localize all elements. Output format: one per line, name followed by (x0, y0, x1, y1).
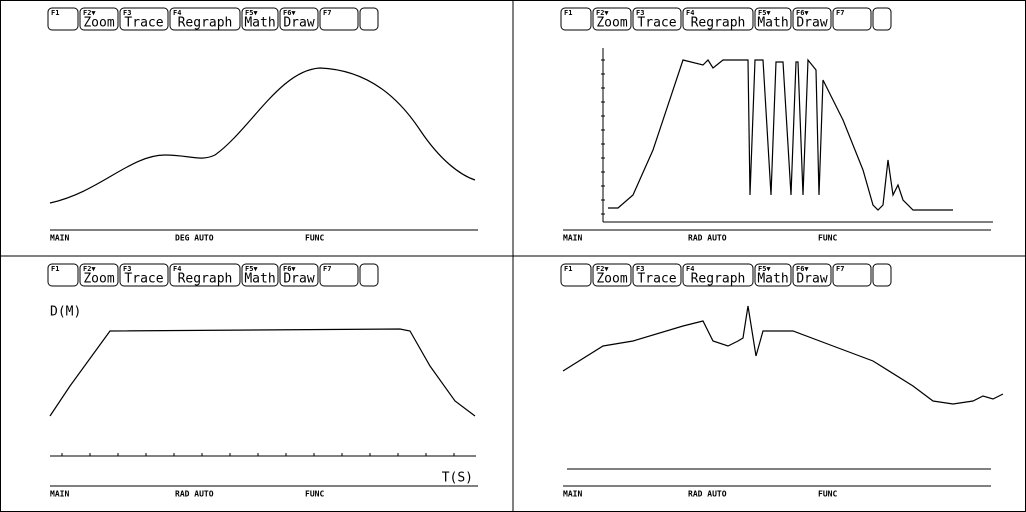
x-axis-label: T(S) (442, 471, 473, 486)
function-key: F7 (323, 9, 331, 17)
button-label: Regraph (691, 16, 746, 31)
button-label: Math (244, 16, 275, 31)
toolbar-button[interactable]: F5▼Math (242, 8, 278, 31)
function-key: F1 (564, 265, 572, 273)
button-label: Zoom (596, 272, 627, 287)
status-graph: FUNC (305, 234, 324, 243)
toolbar-button[interactable]: F7 (320, 264, 358, 286)
toolbar-button[interactable]: F1 (561, 8, 591, 30)
toolbar-button[interactable]: F6▼Draw (280, 264, 318, 287)
toolbar-button[interactable]: F7 (833, 264, 871, 286)
toolbar-button[interactable]: F2▼Zoom (593, 8, 631, 31)
status-mode: MAIN (50, 490, 69, 499)
status-graph: FUNC (305, 490, 324, 499)
toolbar-button[interactable]: F2▼Zoom (593, 264, 631, 287)
toolbar-button[interactable]: F2▼Zoom (80, 8, 118, 31)
button-label: Trace (637, 16, 676, 31)
toolbar-button[interactable]: F6▼Draw (280, 8, 318, 31)
function-key: F7 (836, 9, 844, 17)
toolbar-button (873, 8, 891, 30)
toolbar: F1 F2▼ZoomF3TraceF4RegraphF5▼MathF6▼Draw F… (561, 264, 891, 287)
button-label: Math (244, 272, 275, 287)
status-graph: FUNC (818, 234, 837, 243)
button-label: Regraph (178, 272, 233, 287)
toolbar-button (873, 264, 891, 286)
button-label: Trace (124, 272, 163, 287)
function-key: F1 (564, 9, 572, 17)
button-label: Regraph (691, 272, 746, 287)
status-angle: DEG AUTO (175, 234, 214, 243)
button-label: Trace (637, 272, 676, 287)
toolbar-button[interactable]: F5▼Math (755, 264, 791, 287)
function-key: F7 (836, 265, 844, 273)
screen-grid: F1F2▼ZoomF3TraceF4RegraphF5▼MathF6▼DrawF… (0, 0, 1026, 512)
button-label: Draw (283, 272, 314, 287)
button-label: Draw (283, 16, 314, 31)
function-key: F1 (51, 9, 59, 17)
toolbar-button (360, 264, 378, 286)
button-label: Math (757, 272, 788, 287)
toolbar-button[interactable]: F1 (48, 264, 78, 286)
toolbar-button[interactable]: F2▼Zoom (80, 264, 118, 287)
function-key: F7 (323, 265, 331, 273)
toolbar-button[interactable]: F7 (833, 8, 871, 30)
button-label: Trace (124, 16, 163, 31)
toolbar: F1 F2▼ZoomF3TraceF4RegraphF5▼MathF6▼Draw F… (561, 8, 891, 31)
toolbar-button[interactable]: F5▼Math (242, 264, 278, 287)
toolbar-button[interactable]: F6▼Draw (793, 264, 831, 287)
toolbar-button[interactable]: F6▼Draw (793, 8, 831, 31)
button-label: Zoom (83, 16, 114, 31)
status-mode: MAIN (50, 234, 69, 243)
toolbar-button (360, 8, 378, 30)
status-mode: MAIN (563, 490, 582, 499)
toolbar-button[interactable]: F7 (320, 8, 358, 30)
status-angle: RAD AUTO (175, 490, 214, 499)
status-mode: MAIN (563, 234, 582, 243)
toolbar-button[interactable]: F1 (561, 264, 591, 286)
status-angle: RAD AUTO (688, 234, 727, 243)
y-axis-label: D(M) (50, 305, 81, 320)
function-key: F1 (51, 265, 59, 273)
button-label: Zoom (596, 16, 627, 31)
button-label: Math (757, 16, 788, 31)
toolbar-button[interactable]: F5▼Math (755, 8, 791, 31)
status-graph: FUNC (818, 490, 837, 499)
button-label: Draw (796, 272, 827, 287)
button-label: Zoom (83, 272, 114, 287)
toolbar-button[interactable]: F1 (48, 8, 78, 30)
status-angle: RAD AUTO (688, 490, 727, 499)
button-label: Draw (796, 16, 827, 31)
button-label: Regraph (178, 16, 233, 31)
